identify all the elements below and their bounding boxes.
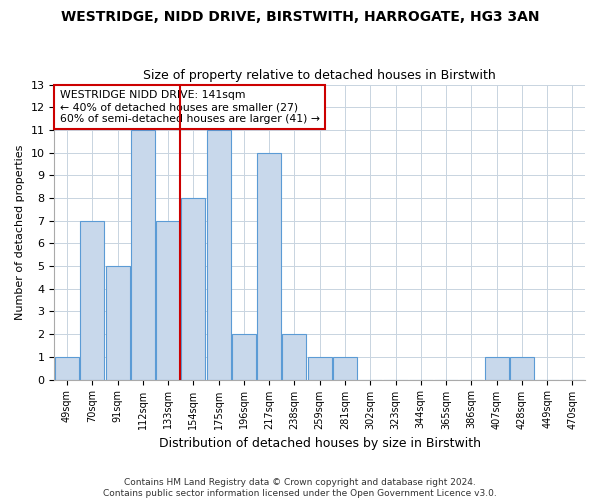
X-axis label: Distribution of detached houses by size in Birstwith: Distribution of detached houses by size … bbox=[159, 437, 481, 450]
Bar bbox=[257, 152, 281, 380]
Title: Size of property relative to detached houses in Birstwith: Size of property relative to detached ho… bbox=[143, 69, 496, 82]
Bar bbox=[55, 357, 79, 380]
Bar bbox=[181, 198, 205, 380]
Bar bbox=[131, 130, 155, 380]
Y-axis label: Number of detached properties: Number of detached properties bbox=[15, 144, 25, 320]
Text: WESTRIDGE, NIDD DRIVE, BIRSTWITH, HARROGATE, HG3 3AN: WESTRIDGE, NIDD DRIVE, BIRSTWITH, HARROG… bbox=[61, 10, 539, 24]
Bar bbox=[308, 357, 332, 380]
Bar bbox=[156, 220, 180, 380]
Bar bbox=[80, 220, 104, 380]
Bar bbox=[232, 334, 256, 380]
Text: WESTRIDGE NIDD DRIVE: 141sqm
← 40% of detached houses are smaller (27)
60% of se: WESTRIDGE NIDD DRIVE: 141sqm ← 40% of de… bbox=[60, 90, 320, 124]
Bar bbox=[333, 357, 357, 380]
Bar bbox=[206, 130, 230, 380]
Bar bbox=[485, 357, 509, 380]
Text: Contains HM Land Registry data © Crown copyright and database right 2024.
Contai: Contains HM Land Registry data © Crown c… bbox=[103, 478, 497, 498]
Bar bbox=[106, 266, 130, 380]
Bar bbox=[510, 357, 534, 380]
Bar bbox=[283, 334, 307, 380]
